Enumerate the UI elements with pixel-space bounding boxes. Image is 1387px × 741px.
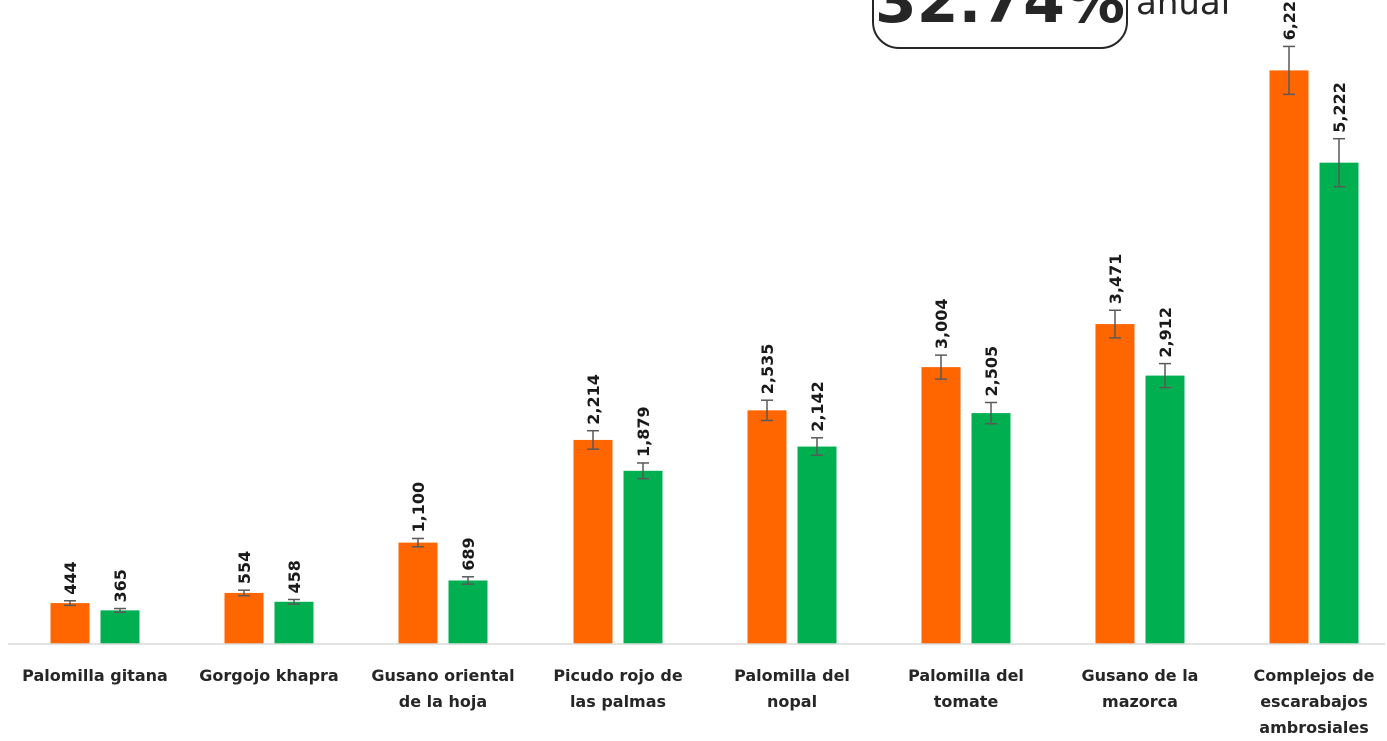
category-labels: Palomilla gitana Gorgojo khapra Gusano ori…	[22, 666, 1375, 737]
error-bar-series2-2	[462, 576, 474, 585]
category-label-line: tomate	[934, 692, 999, 711]
bar-series1-4	[747, 410, 787, 644]
data-label-series2-0: 365	[111, 569, 130, 602]
category-label-3: Picudo rojo de las palmas	[553, 666, 682, 711]
badge-box	[872, 0, 1128, 49]
category-label-line: Palomilla del	[734, 666, 850, 685]
category-label-0: Palomilla gitana	[22, 666, 168, 685]
data-label-series2-2: 689	[459, 537, 478, 570]
data-label-series1-1: 554	[235, 551, 254, 584]
category-label-line: de la hoja	[399, 692, 487, 711]
error-bar-series2-1	[288, 598, 300, 605]
error-bar-series2-3	[637, 462, 649, 480]
bar-series1-6	[1095, 324, 1135, 644]
data-label-series1-3: 2,214	[584, 374, 603, 425]
bar-series2-5	[971, 413, 1011, 644]
data-label-series1-5: 3,004	[932, 299, 951, 350]
category-label-7: Complejos de escarabajos ambrosiales	[1253, 666, 1374, 737]
error-bar-series1-1	[238, 589, 250, 597]
data-label-series1-7: 6,223	[1280, 0, 1299, 40]
category-label-2: Gusano oriental de la hoja	[371, 666, 514, 711]
category-label-line: Complejos de	[1253, 666, 1374, 685]
badge-word: anual	[1136, 0, 1230, 23]
category-label-line: Picudo rojo de	[553, 666, 682, 685]
error-bar-series2-6	[1159, 362, 1171, 389]
error-bar-series1-2	[412, 537, 424, 548]
category-label-line: Gorgojo khapra	[199, 666, 338, 685]
bar-series1-7	[1269, 70, 1309, 645]
data-label-series1-4: 2,535	[758, 344, 777, 395]
bar-series2-1	[274, 601, 314, 644]
category-label-line: Palomilla gitana	[22, 666, 168, 685]
bar-series2-7	[1319, 162, 1359, 644]
bar-series1-3	[573, 439, 613, 644]
category-label-line: escarabajos	[1260, 692, 1368, 711]
data-label-series2-6: 2,912	[1156, 307, 1175, 358]
category-label-5: Palomilla del tomate	[908, 666, 1024, 711]
data-label-series2-7: 5,222	[1330, 82, 1349, 133]
data-label-series2-5: 2,505	[982, 346, 1001, 397]
data-label-series1-0: 444	[61, 561, 80, 594]
data-label-series2-1: 458	[285, 560, 304, 593]
error-bar-series1-7	[1283, 45, 1295, 96]
error-bar-series1-0	[64, 600, 76, 607]
error-bar-series1-4	[761, 399, 773, 422]
category-label-line: ambrosiales	[1259, 718, 1368, 737]
category-label-line: nopal	[767, 692, 817, 711]
data-label-series1-2: 1,100	[409, 482, 428, 533]
error-bar-series2-4	[811, 437, 823, 457]
data-label-series2-4: 2,142	[808, 381, 827, 432]
bars-layer: 444 365 554 458 1,100 689 2,214 1,879 2,535 2,142…	[50, 0, 1359, 645]
category-label-1: Gorgojo khapra	[199, 666, 338, 685]
category-label-line: Palomilla del	[908, 666, 1024, 685]
bar-series2-2	[448, 580, 488, 644]
category-label-4: Palomilla del nopal	[734, 666, 850, 711]
data-label-series2-3: 1,879	[634, 406, 653, 457]
error-bar-series2-0	[114, 607, 126, 613]
bar-series2-0	[100, 610, 140, 644]
error-bar-series1-6	[1109, 309, 1121, 339]
bar-series1-1	[224, 592, 264, 644]
bar-series2-3	[623, 470, 663, 644]
data-label-series1-6: 3,471	[1106, 254, 1125, 305]
category-label-line: Gusano oriental	[371, 666, 514, 685]
category-label-line: las palmas	[570, 692, 666, 711]
bar-series1-5	[921, 367, 961, 644]
category-label-6: Gusano de la mazorca	[1082, 666, 1199, 711]
bar-series2-6	[1145, 375, 1185, 644]
category-label-line: Gusano de la	[1082, 666, 1199, 685]
annual-growth-badge: 32.74% anual	[872, 0, 1230, 49]
error-bar-series1-5	[935, 354, 947, 380]
error-bar-series2-5	[985, 401, 997, 425]
error-bar-series1-3	[587, 429, 599, 450]
badge-value: 32.74%	[875, 0, 1125, 37]
bar-series2-4	[797, 446, 837, 644]
category-label-line: mazorca	[1102, 692, 1178, 711]
error-bar-series2-7	[1333, 137, 1345, 188]
bar-series1-0	[50, 603, 90, 644]
bar-series1-2	[398, 542, 438, 644]
